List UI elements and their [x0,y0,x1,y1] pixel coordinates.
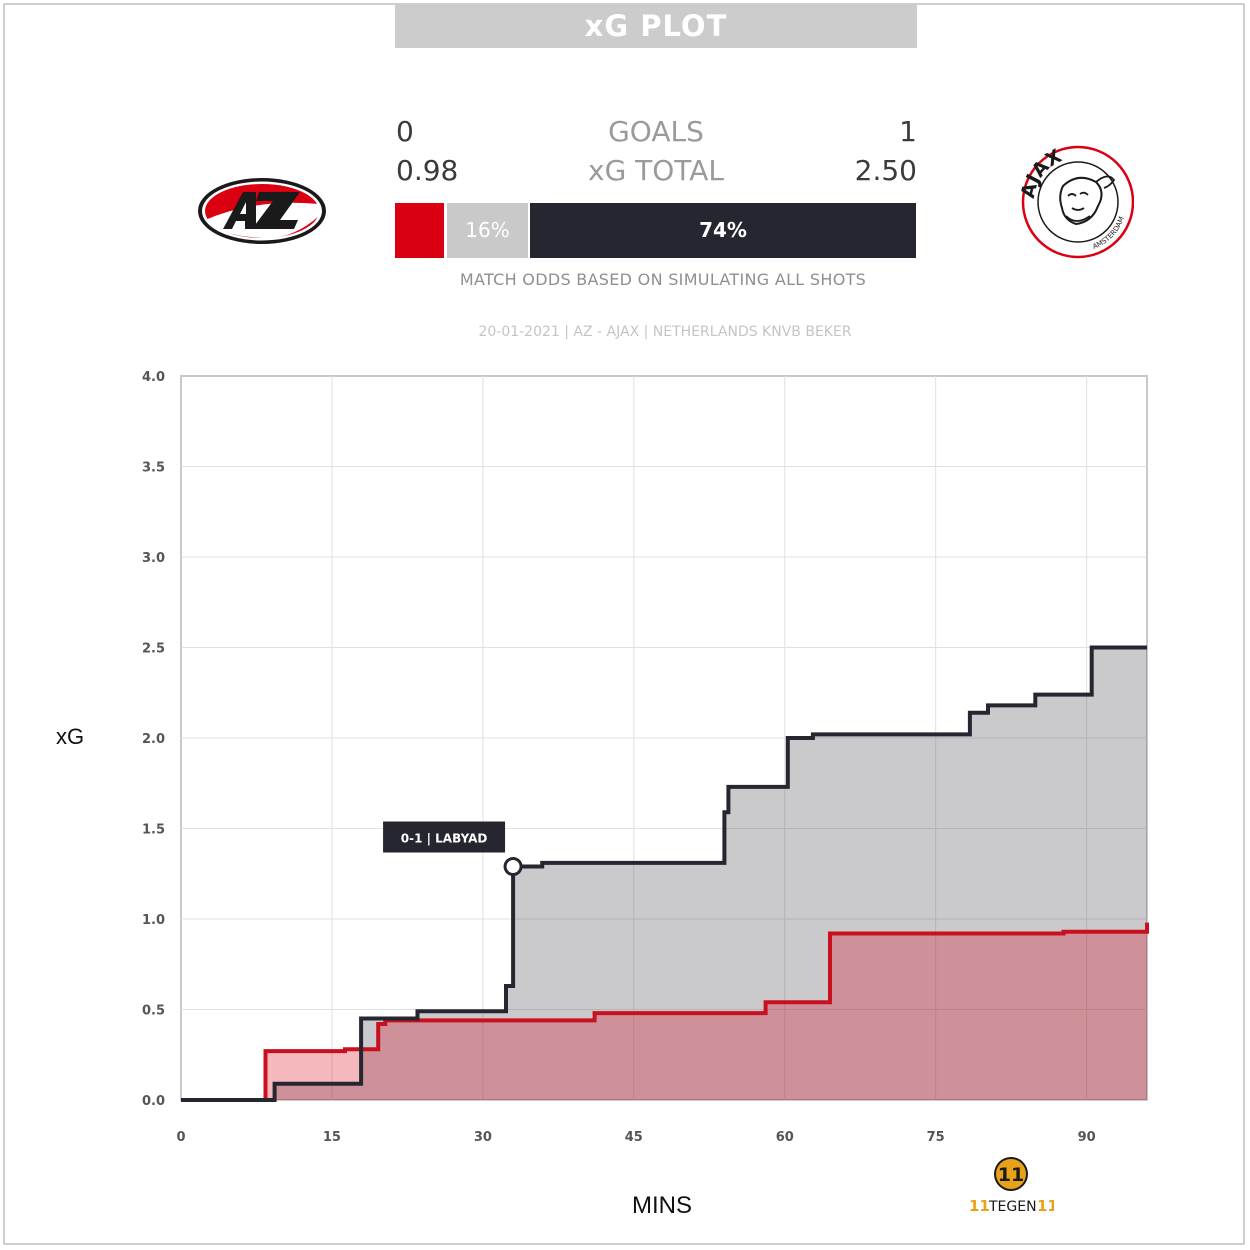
brand-prefix: 11 [969,1197,990,1215]
goal-label: 0-1 | LABYAD [401,832,488,846]
area-az [181,922,1147,1100]
goal-marker [503,857,523,877]
match-subtitle: 20-01-2021 | AZ - AJAX | NETHERLANDS KNV… [478,324,852,340]
brand-logo: 11 11 TEGEN 11 [969,1157,1054,1215]
y-tick-label: 2.0 [142,732,165,747]
area-ajax [181,647,1147,1100]
line-az [181,922,1149,1102]
ajax-logo: AJAX AMSTERDAM [1018,145,1134,259]
away-win-probability-bar: 74% [530,203,916,258]
home-win-probability-bar [395,203,444,258]
y-tick-label: 0.5 [142,1004,165,1019]
x-axis-title: MINS [632,1192,692,1219]
series-areas [181,647,1147,1100]
y-tick-label: 0.0 [142,1094,165,1109]
series-lines [181,645,1149,1102]
line-ajax [181,645,1147,1102]
home-goals: 0 [396,115,414,148]
brand-icon-text: 11 [998,1164,1024,1186]
away-goals: 1 [899,115,917,148]
x-tick-label: 75 [927,1130,945,1145]
grid-lines [181,376,1147,1100]
away-xg-total: 2.50 [854,154,917,187]
annotations: 0-1 | LABYAD [383,821,523,877]
y-tick-label: 3.0 [142,551,165,566]
odds-note: MATCH ODDS BASED ON SIMULATING ALL SHOTS [459,270,867,289]
y-tick-label: 3.5 [142,461,165,476]
az-logo [198,178,326,244]
home-xg-total: 0.98 [396,154,459,187]
y-tick-label: 1.0 [142,913,165,928]
x-tick-label: 30 [474,1130,492,1145]
x-tick-label: 60 [776,1130,794,1145]
tick-labels: 0 15 30 45 60 75 90 0.0 0.5 1.0 1.5 2.0 2.5 3.0 3.5 4.0 [142,370,1096,1145]
x-tick-label: 0 [176,1130,185,1145]
plot-title: xG PLOT [395,4,917,48]
y-axis-title: xG [56,724,85,749]
x-tick-label: 45 [625,1130,643,1145]
y-tick-label: 1.5 [142,823,165,838]
y-tick-label: 2.5 [142,642,165,657]
goal-label-box [383,821,506,853]
draw-probability-bar: 16% [447,203,528,258]
xg-total-label: xG TOTAL [588,154,724,187]
y-tick-label: 4.0 [142,370,165,385]
brand-suffix: 11 [1037,1197,1054,1215]
x-tick-label: 90 [1078,1130,1096,1145]
brand-name: TEGEN [988,1199,1037,1215]
x-tick-label: 15 [323,1130,341,1145]
goals-label: GOALS [608,115,704,148]
